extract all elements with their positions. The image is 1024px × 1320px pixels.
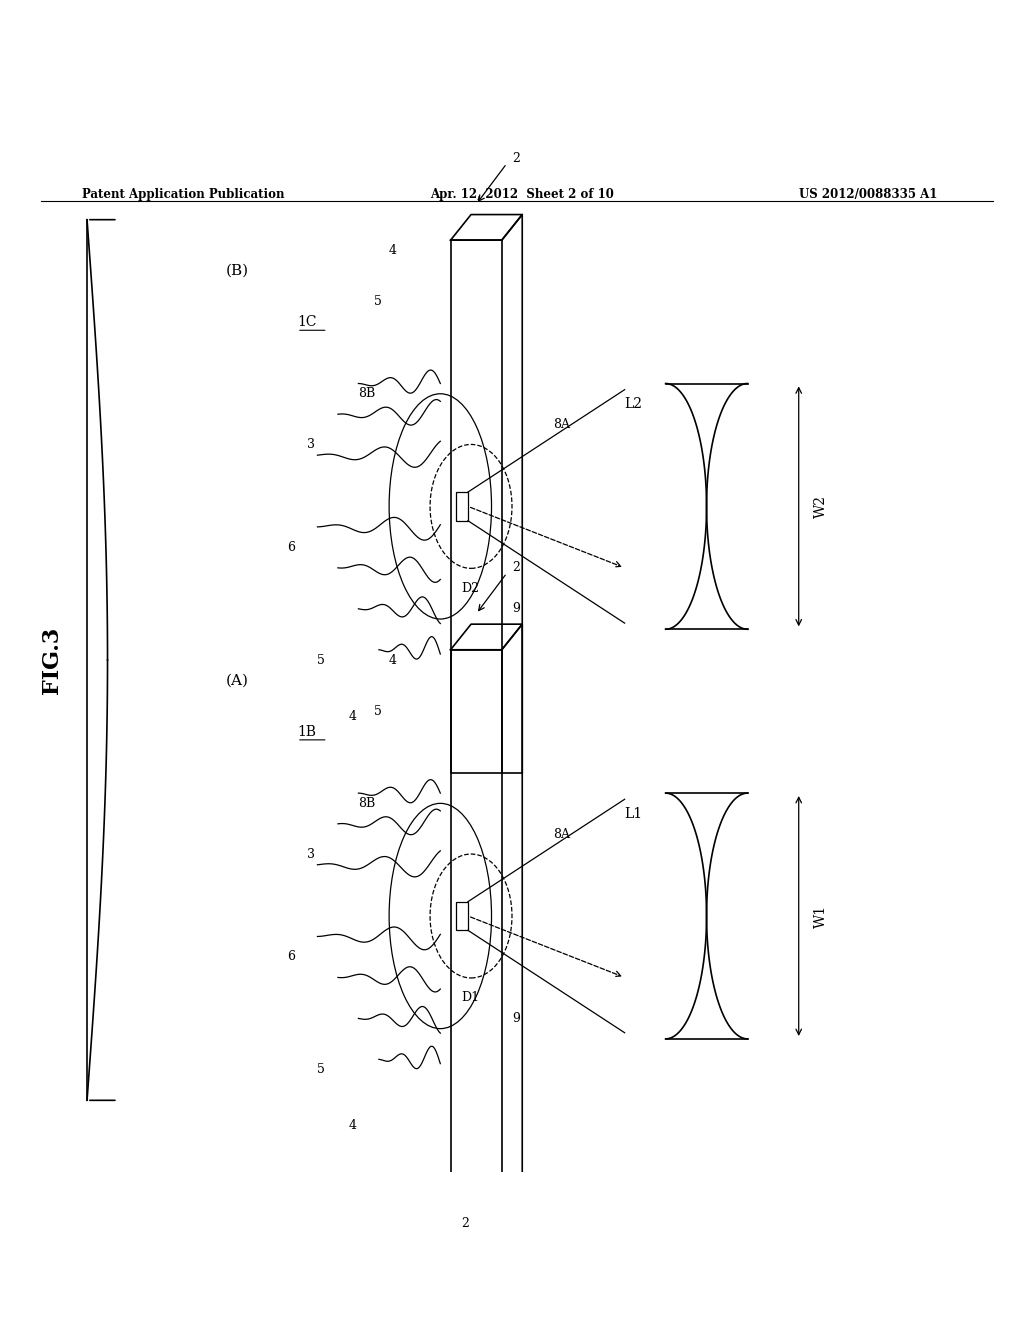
Text: FIG.3: FIG.3 <box>41 627 62 693</box>
Text: 2: 2 <box>512 561 520 574</box>
Bar <box>456 902 468 931</box>
Text: (A): (A) <box>225 673 248 688</box>
Text: 2: 2 <box>512 152 520 165</box>
Text: 5: 5 <box>374 296 382 308</box>
Text: D1: D1 <box>461 991 479 1005</box>
Text: (B): (B) <box>225 264 249 279</box>
Text: 2: 2 <box>461 1217 469 1230</box>
Text: 8B: 8B <box>358 387 376 400</box>
Text: 8A: 8A <box>553 418 570 430</box>
Text: 1B: 1B <box>297 725 316 739</box>
Text: 6: 6 <box>287 541 295 554</box>
Text: W2: W2 <box>814 495 828 517</box>
Text: W1: W1 <box>814 904 828 928</box>
Text: 9: 9 <box>512 602 520 615</box>
Text: Patent Application Publication: Patent Application Publication <box>82 187 285 201</box>
Text: 4: 4 <box>348 1119 356 1133</box>
Text: US 2012/0088335 A1: US 2012/0088335 A1 <box>799 187 937 201</box>
Text: 4: 4 <box>389 244 397 257</box>
Text: 1C: 1C <box>297 315 316 329</box>
Text: 5: 5 <box>317 1063 326 1076</box>
Text: 4: 4 <box>348 710 356 723</box>
Text: 3: 3 <box>307 438 315 451</box>
Text: L2: L2 <box>625 397 643 411</box>
Text: L1: L1 <box>625 807 643 821</box>
Bar <box>456 492 468 520</box>
Text: 5: 5 <box>317 653 326 667</box>
Text: 9: 9 <box>512 1012 520 1024</box>
Text: 3: 3 <box>307 847 315 861</box>
Text: D2: D2 <box>461 582 479 595</box>
Text: 5: 5 <box>374 705 382 718</box>
Text: 4: 4 <box>389 653 397 667</box>
Text: Apr. 12, 2012  Sheet 2 of 10: Apr. 12, 2012 Sheet 2 of 10 <box>430 187 614 201</box>
Text: 8A: 8A <box>553 828 570 841</box>
Text: 6: 6 <box>287 950 295 964</box>
Text: 8B: 8B <box>358 797 376 810</box>
